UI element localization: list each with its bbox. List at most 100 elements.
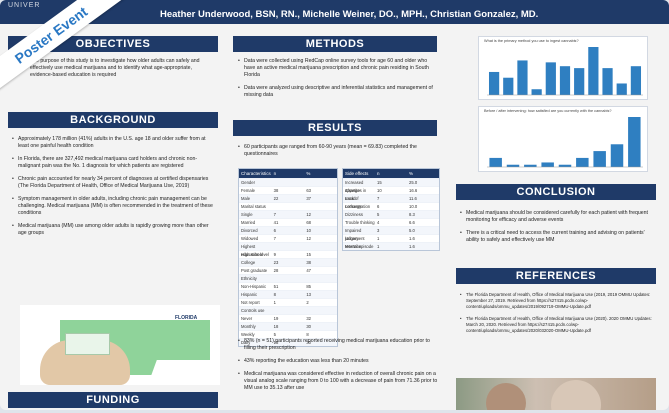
table-cell: 5 [377,212,380,217]
table-cell: 1.6 [409,244,415,249]
table-header-cell: n [273,171,277,176]
participants-photo [456,378,656,410]
table-row: Marital status [239,202,337,210]
chart-title: Before / after intervening: how satisfie… [484,109,612,113]
table-cell: Single [241,212,253,217]
chart-bar [630,66,642,95]
table-cell: 1 [377,244,380,249]
table-cell: 5.0 [409,228,415,233]
table-cell: Never [241,316,253,321]
objectives-paragraph: The purpose of this study is to investig… [30,58,200,78]
methods-bullet: Data were analyzed using descriptive and… [238,85,436,99]
table-cell: 7 [273,212,277,217]
table-cell [304,243,337,250]
table-row: Single 7 12 [239,210,337,218]
table-row: Male 22 37 [239,194,337,202]
table-row: High school 9 15 [239,250,337,258]
table-cell: 13 [306,292,312,297]
table-row: Highest education level [239,242,337,257]
chart-bar [545,62,556,95]
conclusion-list: Medical marijuana should be considered c… [460,210,655,250]
table-cell: 5 [273,332,277,337]
table-cell: 10 [306,228,312,233]
objectives-text: The purpose of this study is to investig… [30,58,210,84]
chart-title: What is the primary method you use to in… [484,39,579,43]
chart-bar [489,157,502,167]
ingestion-method-bars [487,47,643,96]
florida-map-image: FLORIDA [20,305,220,385]
table-cell [272,243,305,250]
chart-bar [517,60,528,95]
id-card-photo [65,333,110,355]
table-cell: 6 [377,204,380,209]
conclusion-heading: CONCLUSION [456,184,656,200]
chart-bar [602,68,613,95]
table-cell: Changes in mood [345,188,367,201]
chart-bar [559,66,571,95]
table-header-cell: n [377,171,380,176]
table-cell: 47 [306,268,312,273]
table-row: Post graduate 28 47 [239,266,337,274]
table-cell: Lethargy [345,204,362,209]
table-cell [272,179,305,186]
chart-bar [488,71,500,95]
table-cell: 37 [306,196,312,201]
table-header-cell: Side effects [345,171,369,176]
table-cell: 3 [377,228,380,233]
table-cell: Monthly [241,324,256,329]
table-header: Side effects n% [343,169,439,178]
table-cell: 10 [377,188,382,193]
reference-item: The Florida Department of Health, Office… [460,316,655,334]
table-cell: 10.0 [409,204,418,209]
table-cell: 15 [306,252,312,257]
chart-bar [616,83,627,95]
table-cell: Post graduate [241,268,268,273]
table-row: Impaired judgement 3 5.0 [343,226,439,241]
table-row: Divorced 6 10 [239,226,337,234]
background-bullet: In Florida, there are 327,492 medical ma… [12,156,217,170]
methods-list: Data were collected using RedCap online … [238,58,436,105]
table-cell: 1.6 [409,236,415,241]
table-cell: Widowed [241,236,259,241]
table-cell: 15 [377,180,382,185]
table-row: Hispanic 8 13 [239,290,337,298]
table-cell: Dizziness [345,212,363,217]
table-cell: 85 [306,284,312,289]
table-cell: Not report [241,300,260,305]
table-cell: 4 [377,220,380,225]
table-row: Never 19 32 [239,314,337,322]
table-cell: Female [241,188,255,193]
table-cell: Non-Hispanic [241,284,267,289]
table-cell: 32 [306,316,312,321]
chart-bar [524,164,537,167]
authors-line: Heather Underwood, BSN, RN., Michelle We… [160,9,539,20]
table-row: Monthly 18 30 [239,322,337,330]
table-cell: 41 [273,220,279,225]
chart-bar [628,117,641,167]
chart-bar [610,144,624,167]
florida-label: FLORIDA [175,315,198,321]
table-cell [272,307,305,314]
table-cell [304,307,337,314]
table-row: Gender [239,178,337,186]
table-row: Lethargy 6 10.0 [343,202,439,210]
table-cell: Highest education level [241,244,269,257]
references-list: The Florida Department of Health, Office… [460,292,655,340]
table-cell: Weekly [241,332,255,337]
table-cell: Hispanic [241,292,258,297]
table-cell: 19 [273,316,279,321]
table-cell: 7 [377,196,380,201]
chart-bar [588,47,599,95]
table-cell: Married [241,220,256,225]
results-bullet: 83% (n = 51) participants reported recei… [238,338,438,352]
conclusion-bullet: Medical marijuana should be considered c… [460,210,655,224]
background-bullet: Symptom management in older adults, incl… [12,196,217,217]
table-cell: Divorced [241,228,258,233]
university-name: UNIVER [8,2,41,9]
table-header-cell: Characteristics [241,171,271,176]
demographics-table: Characteristics n% Gender Female 38 63 Male 22 3… [238,168,338,347]
table-cell: Impaired judgement [345,228,365,241]
table-cell: College [241,260,256,265]
background-heading: BACKGROUND [8,112,218,128]
